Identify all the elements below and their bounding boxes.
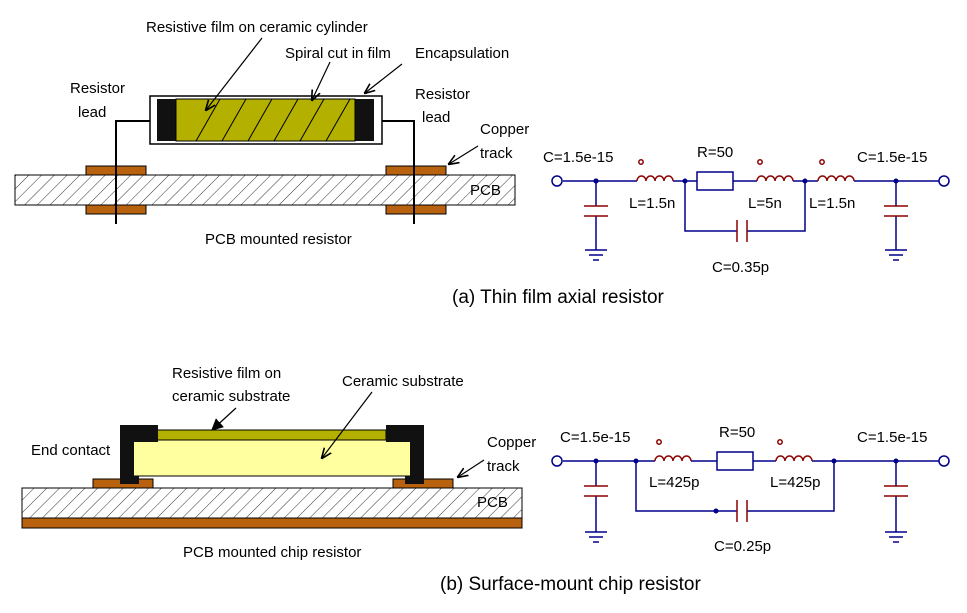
label-c-left: C=1.5e-15 <box>543 149 613 166</box>
caption-b: (b) Surface-mount chip resistor <box>440 574 701 595</box>
port-right <box>938 455 950 467</box>
pcb-board <box>21 487 523 519</box>
label-lead-right-2: lead <box>422 109 450 126</box>
arrow-ceramic <box>322 391 373 458</box>
label-c-left: C=1.5e-15 <box>560 429 630 446</box>
label-c-right: C=1.5e-15 <box>857 149 927 166</box>
drawing-title: PCB mounted chip resistor <box>183 544 361 561</box>
label-film-1: Resistive film on <box>172 365 281 382</box>
label-l-left: L=1.5n <box>629 195 675 212</box>
label-lead-left-2: lead <box>78 104 106 121</box>
ceramic-substrate <box>130 439 412 477</box>
label-ceramic: Ceramic substrate <box>342 373 464 390</box>
end-cap-left <box>157 99 176 141</box>
port-right <box>938 175 950 187</box>
label-copper-1: Copper <box>487 434 536 451</box>
copper-pad-bottom-right <box>385 204 447 215</box>
caption-a: (a) Thin film axial resistor <box>452 287 665 308</box>
label-film-2: ceramic substrate <box>172 388 290 405</box>
label-r: R=50 <box>719 424 755 441</box>
arrow-copper <box>458 459 485 477</box>
label-copper-2: track <box>480 145 513 162</box>
label-pcb: PCB <box>477 494 508 511</box>
label-r: R=50 <box>697 144 733 161</box>
inductor-right <box>775 455 813 462</box>
port-left <box>551 455 563 467</box>
resistor-lead-left <box>115 120 158 224</box>
chip-resistor-circuit: C=1.5e-15 C=1.5e-15 R=50 L=425p L=425p C… <box>551 424 950 555</box>
label-end-contact: End contact <box>31 442 111 459</box>
inductor-left <box>654 455 692 462</box>
arrow-film <box>211 407 237 431</box>
pcb-board <box>14 174 516 206</box>
label-l-right: L=425p <box>770 474 820 491</box>
label-lead-left-1: Resistor <box>70 80 125 97</box>
label-pcb: PCB <box>470 182 501 199</box>
arrow-film <box>206 37 263 110</box>
arrow-spiral <box>312 61 331 100</box>
label-copper-2: track <box>487 458 520 475</box>
resistive-film <box>175 98 356 142</box>
end-cap-right <box>355 99 374 141</box>
resistor-lead-right <box>374 120 415 224</box>
axial-resistor-circuit: C=1.5e-15 C=1.5e-15 R=50 L=1.5n L=5n L=1… <box>543 144 950 276</box>
resistor-symbol <box>696 171 734 191</box>
label-spiral: Spiral cut in film <box>285 45 391 62</box>
drawing-title: PCB mounted resistor <box>205 231 352 248</box>
arrow-copper <box>449 145 479 164</box>
port-left <box>551 175 563 187</box>
label-copper-1: Copper <box>480 121 529 138</box>
label-c-par: C=0.25p <box>714 538 771 555</box>
resistor-symbol <box>716 451 754 471</box>
spiral-cut <box>195 98 351 142</box>
label-film: Resistive film on ceramic cylinder <box>146 19 368 36</box>
inductor-left <box>636 175 674 182</box>
chip-resistor-drawing: Resistive film on ceramic substrate Cera… <box>21 365 536 561</box>
axial-resistor-drawing: Resistive film on ceramic cylinder Spira… <box>14 19 529 248</box>
label-l-right: L=1.5n <box>809 195 855 212</box>
label-c-right: C=1.5e-15 <box>857 429 927 446</box>
end-contact-left <box>120 425 158 484</box>
label-l-left: L=425p <box>649 474 699 491</box>
inductor-mid <box>756 175 794 182</box>
resistive-film <box>155 429 387 441</box>
copper-pad-top-right <box>385 165 447 176</box>
label-lead-right-1: Resistor <box>415 86 470 103</box>
arrow-encapsulation <box>365 63 403 93</box>
end-contact-right <box>386 425 424 484</box>
copper-ground-plane <box>21 517 523 529</box>
label-c-par: C=0.35p <box>712 259 769 276</box>
label-encapsulation: Encapsulation <box>415 45 509 62</box>
inductor-right <box>817 175 855 182</box>
label-l-mid: L=5n <box>748 195 782 212</box>
